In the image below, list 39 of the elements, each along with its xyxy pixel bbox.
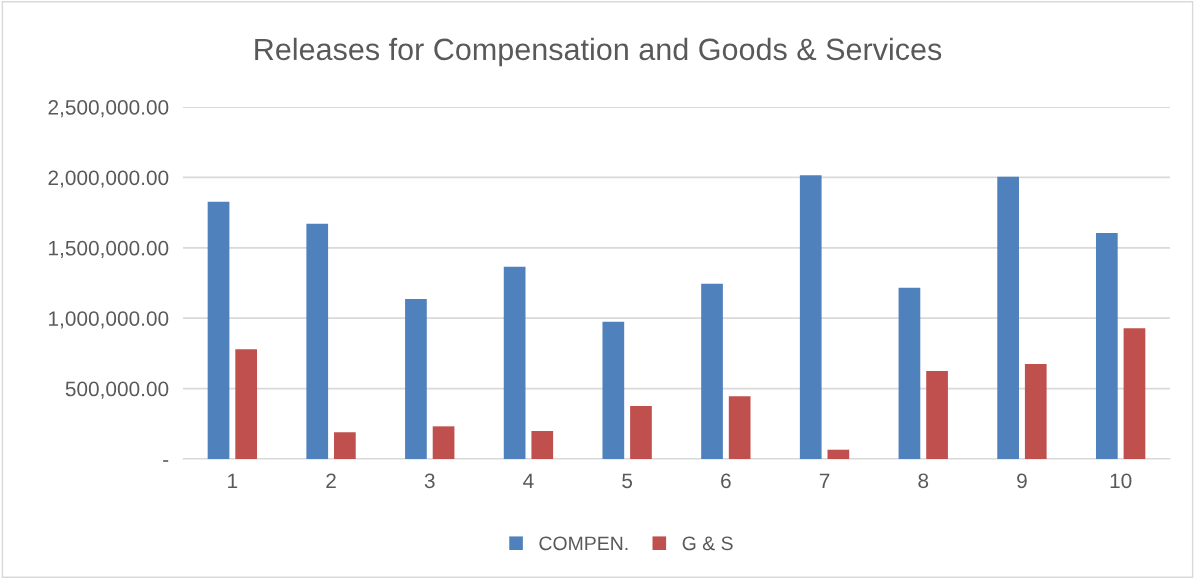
x-tick-label: 7 (819, 473, 830, 488)
bar (235, 349, 258, 459)
bar (602, 321, 625, 459)
y-tick-label: 1,000,000.00 (49, 311, 169, 329)
x-tick-label: 4 (523, 473, 534, 488)
x-tick-label: 5 (622, 473, 633, 489)
y-tick-label: 2,000,000.00 (48, 170, 169, 188)
bar (334, 432, 356, 459)
bar (701, 283, 723, 459)
bar (799, 175, 822, 459)
bar (1095, 233, 1118, 459)
x-tick-label: 9 (1017, 473, 1027, 489)
x-tick-label: 6 (721, 473, 731, 489)
bar (207, 201, 230, 459)
y-tick-label: 2,500,000.00 (48, 100, 169, 118)
bar (503, 266, 526, 459)
bar (926, 371, 948, 459)
y-tick-label: - (163, 460, 169, 462)
x-tick-label: 2 (326, 473, 336, 488)
bar (728, 396, 751, 459)
bar (1024, 364, 1047, 459)
legend-label: G & S (682, 536, 733, 551)
bar (531, 430, 554, 459)
x-tick-label: 8 (918, 473, 929, 489)
chart-title: Releases for Compensation and Goods & Services (255, 37, 942, 67)
bar (997, 176, 1019, 459)
x-tick-label: 10 (1110, 473, 1132, 489)
bar (306, 223, 329, 459)
bar (630, 405, 652, 459)
y-tick-label: 1,500,000.00 (49, 240, 169, 259)
bar (898, 287, 921, 459)
bar (827, 449, 850, 459)
bar (1123, 328, 1146, 459)
y-tick-label: 500,000.00 (65, 381, 169, 399)
bar (432, 426, 455, 459)
x-tick-label: 1 (228, 473, 238, 488)
bar (405, 298, 427, 459)
legend-label: COMPEN. (539, 536, 628, 551)
x-tick-label: 3 (424, 473, 435, 489)
